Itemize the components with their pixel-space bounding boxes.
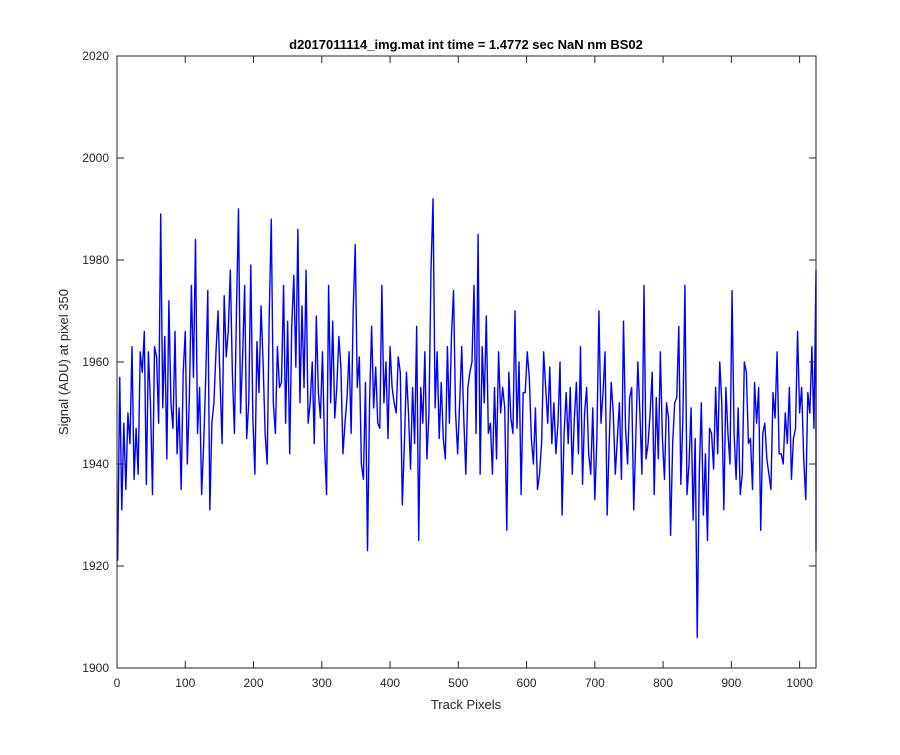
x-tick-label: 500 [448, 676, 468, 690]
x-tick-label: 800 [653, 676, 673, 690]
x-tick-label: 600 [517, 676, 537, 690]
x-tick-label: 0 [114, 676, 121, 690]
y-tick-label: 1940 [82, 457, 109, 471]
x-tick-label: 700 [585, 676, 605, 690]
y-tick-label: 1900 [82, 661, 109, 675]
x-tick-label: 900 [721, 676, 741, 690]
chart-title: d2017011114_img.mat int time = 1.4772 se… [289, 37, 643, 52]
y-tick-label: 1960 [82, 355, 109, 369]
x-tick-label: 200 [244, 676, 264, 690]
x-tick-label: 400 [380, 676, 400, 690]
y-axis-title: Signal (ADU) at pixel 350 [56, 289, 71, 435]
y-tick-label: 2000 [82, 151, 109, 165]
x-tick-label: 300 [312, 676, 332, 690]
y-tick-label: 1980 [82, 253, 109, 267]
y-tick-label: 1920 [82, 559, 109, 573]
plot-area-background [117, 56, 816, 668]
axes-layer: 0 100 200 300 400 500 600 700 800 900 1000 1900 1920… [82, 49, 816, 690]
y-tick-label: 2020 [82, 49, 109, 63]
x-tick-label: 1000 [786, 676, 813, 690]
x-axis-title: Track Pixels [431, 697, 502, 712]
x-tick-label: 100 [175, 676, 195, 690]
